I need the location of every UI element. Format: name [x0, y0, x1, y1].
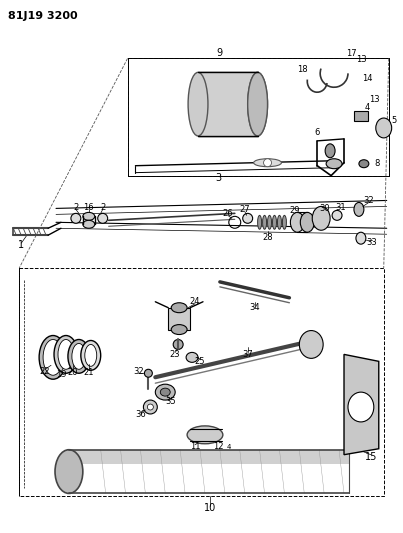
Ellipse shape — [72, 343, 86, 369]
Text: 4: 4 — [364, 103, 370, 111]
Ellipse shape — [187, 426, 223, 444]
Text: 16: 16 — [83, 203, 94, 212]
Text: 36: 36 — [135, 410, 146, 419]
Ellipse shape — [354, 203, 364, 216]
Ellipse shape — [39, 335, 67, 379]
Text: 81J19 3200: 81J19 3200 — [8, 11, 78, 21]
Text: 35: 35 — [165, 397, 176, 406]
Polygon shape — [198, 72, 258, 136]
Ellipse shape — [300, 212, 314, 232]
Text: 19: 19 — [56, 370, 66, 379]
Ellipse shape — [85, 344, 97, 366]
Ellipse shape — [58, 340, 74, 369]
Bar — [168, 308, 190, 329]
Ellipse shape — [186, 352, 198, 362]
Text: 11: 11 — [190, 442, 200, 451]
Text: 32: 32 — [364, 196, 374, 205]
Ellipse shape — [299, 330, 323, 358]
Ellipse shape — [81, 341, 101, 370]
Ellipse shape — [283, 215, 287, 229]
Text: 27: 27 — [239, 205, 250, 214]
Text: 28: 28 — [262, 233, 273, 241]
Ellipse shape — [263, 215, 266, 229]
Text: 37: 37 — [242, 350, 253, 359]
Ellipse shape — [278, 215, 281, 229]
Text: 12: 12 — [213, 442, 223, 451]
Text: 33: 33 — [366, 238, 377, 247]
Text: 18: 18 — [297, 65, 307, 74]
Text: 30: 30 — [319, 204, 330, 213]
Ellipse shape — [71, 213, 81, 223]
Ellipse shape — [376, 118, 392, 138]
Text: 32: 32 — [133, 367, 144, 376]
Text: 3: 3 — [215, 173, 221, 183]
Text: 2: 2 — [100, 203, 105, 212]
Ellipse shape — [243, 213, 253, 223]
Ellipse shape — [272, 215, 276, 229]
Ellipse shape — [147, 404, 153, 410]
Ellipse shape — [356, 232, 366, 244]
Ellipse shape — [325, 144, 335, 158]
Ellipse shape — [43, 340, 63, 375]
Ellipse shape — [171, 325, 187, 335]
Ellipse shape — [248, 72, 268, 136]
Ellipse shape — [253, 159, 281, 167]
Ellipse shape — [332, 211, 342, 220]
Text: 22: 22 — [40, 367, 50, 376]
Ellipse shape — [54, 335, 78, 373]
Text: 5: 5 — [391, 116, 396, 125]
Text: 4: 4 — [226, 444, 231, 450]
Text: 9: 9 — [217, 49, 223, 59]
Ellipse shape — [291, 212, 304, 232]
Ellipse shape — [173, 340, 183, 350]
Ellipse shape — [258, 215, 262, 229]
Ellipse shape — [268, 215, 272, 229]
Text: 6: 6 — [314, 128, 320, 138]
Ellipse shape — [326, 159, 342, 168]
Text: 2: 2 — [73, 203, 79, 212]
Text: 10: 10 — [204, 503, 216, 513]
Text: 17: 17 — [346, 49, 356, 58]
Polygon shape — [69, 450, 349, 464]
Polygon shape — [344, 354, 379, 455]
Text: 25: 25 — [195, 357, 205, 366]
Ellipse shape — [144, 369, 152, 377]
Text: 24: 24 — [190, 297, 200, 306]
Text: 20: 20 — [68, 368, 78, 377]
Text: 26: 26 — [222, 209, 233, 218]
Text: 13: 13 — [357, 55, 367, 64]
Text: 29: 29 — [289, 206, 299, 215]
Text: 13: 13 — [370, 95, 380, 103]
Text: 23: 23 — [170, 350, 181, 359]
Ellipse shape — [359, 160, 369, 168]
Text: 14: 14 — [361, 74, 372, 83]
Bar — [354, 111, 368, 121]
Ellipse shape — [171, 303, 187, 313]
Ellipse shape — [68, 340, 90, 373]
Ellipse shape — [83, 220, 95, 228]
Ellipse shape — [98, 213, 108, 223]
Ellipse shape — [348, 392, 374, 422]
Ellipse shape — [155, 384, 175, 400]
Ellipse shape — [160, 388, 170, 396]
Ellipse shape — [55, 450, 83, 494]
Ellipse shape — [143, 400, 157, 414]
Text: 8: 8 — [374, 159, 380, 168]
Ellipse shape — [248, 72, 268, 136]
Ellipse shape — [312, 206, 330, 230]
Ellipse shape — [83, 212, 95, 220]
Text: 21: 21 — [83, 368, 94, 377]
Text: 34: 34 — [249, 303, 260, 312]
Text: 1: 1 — [18, 240, 24, 250]
Ellipse shape — [264, 159, 272, 167]
Ellipse shape — [188, 72, 208, 136]
Text: 31: 31 — [336, 203, 346, 212]
Text: 15: 15 — [365, 451, 377, 462]
